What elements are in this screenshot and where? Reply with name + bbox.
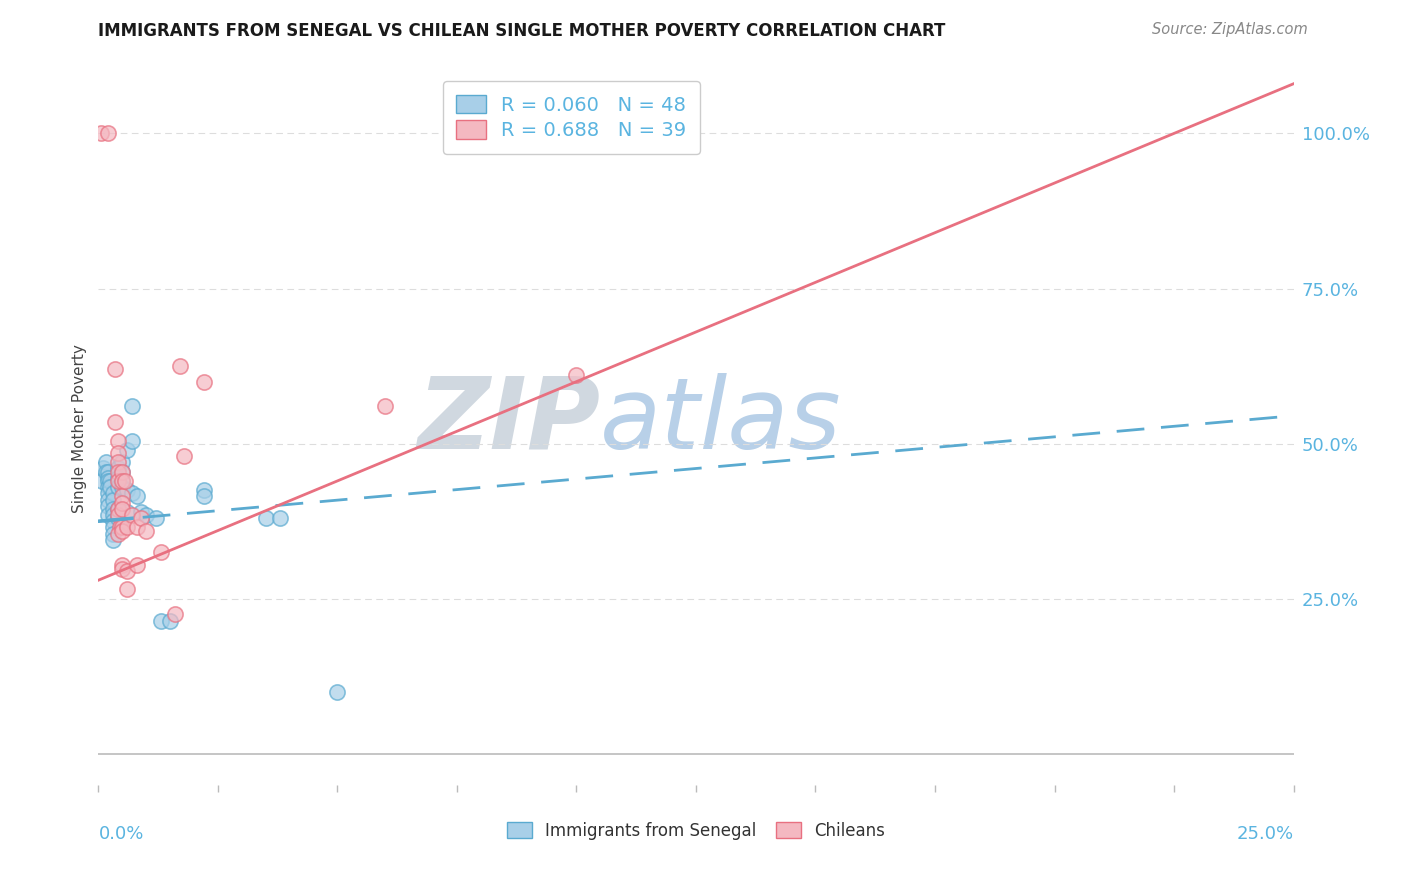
Point (97, 471, 120, 485)
Point (111, 465, 134, 479)
Point (115, 520, 138, 534)
Point (125, 490, 148, 504)
Point (107, 480, 129, 494)
Point (107, 461, 129, 475)
Point (114, 474, 136, 488)
Point (149, 614, 172, 628)
Point (97, 480, 120, 494)
Point (97, 127, 120, 141)
Point (107, 501, 129, 516)
Point (94, 455, 117, 469)
Point (115, 442, 138, 457)
Point (107, 526, 129, 541)
Point (173, 449, 195, 463)
Point (111, 520, 134, 534)
Point (121, 486, 143, 500)
Point (97, 508, 120, 522)
Point (121, 508, 143, 522)
Point (91, 474, 114, 488)
Point (107, 434, 129, 448)
Point (104, 415, 127, 429)
Point (115, 483, 138, 498)
Point (115, 582, 138, 597)
Point (104, 362, 127, 376)
Point (107, 511, 129, 525)
Point (111, 465, 134, 479)
Point (125, 520, 148, 534)
Point (111, 455, 134, 469)
Point (91, 461, 114, 475)
Point (97, 474, 120, 488)
Text: 25.0%: 25.0% (1236, 825, 1294, 843)
Point (107, 465, 129, 479)
Point (131, 505, 153, 519)
Point (115, 505, 138, 519)
Point (101, 492, 124, 507)
Point (193, 375, 215, 389)
Point (97, 499, 120, 513)
Text: atlas: atlas (600, 373, 842, 469)
Text: Source: ZipAtlas.com: Source: ZipAtlas.com (1152, 22, 1308, 37)
Point (145, 511, 167, 525)
Text: ZIP: ZIP (418, 373, 600, 469)
Point (101, 501, 124, 516)
Point (163, 607, 186, 622)
Point (101, 508, 124, 522)
Point (193, 490, 215, 504)
Point (101, 520, 124, 534)
Point (107, 474, 129, 488)
Point (121, 434, 143, 448)
Point (101, 533, 124, 547)
Point (90, 127, 112, 141)
Point (108, 520, 131, 534)
Y-axis label: Single Mother Poverty: Single Mother Poverty (72, 343, 87, 513)
Point (169, 359, 191, 373)
Point (97, 492, 120, 507)
Point (107, 501, 129, 516)
Legend: Immigrants from Senegal, Chileans: Immigrants from Senegal, Chileans (498, 814, 894, 848)
Point (101, 526, 124, 541)
Text: 0.0%: 0.0% (98, 825, 143, 843)
Point (565, 127, 588, 141)
Point (254, 511, 277, 525)
Point (121, 400, 143, 414)
Point (97, 465, 120, 479)
Point (111, 490, 134, 504)
Point (107, 508, 129, 522)
Point (111, 558, 134, 572)
Point (97, 486, 120, 500)
Point (111, 501, 134, 516)
Point (111, 474, 134, 488)
Point (111, 562, 134, 576)
Text: IMMIGRANTS FROM SENEGAL VS CHILEAN SINGLE MOTHER POVERTY CORRELATION CHART: IMMIGRANTS FROM SENEGAL VS CHILEAN SINGL… (98, 22, 946, 40)
Point (159, 614, 181, 628)
Point (115, 564, 138, 578)
Point (149, 545, 172, 559)
Point (98, 480, 122, 494)
Point (125, 558, 148, 572)
Point (135, 524, 157, 538)
Point (107, 471, 129, 485)
Point (193, 483, 215, 498)
Point (94, 465, 117, 479)
Point (565, 368, 588, 383)
Point (98, 474, 122, 488)
Point (374, 400, 396, 414)
Point (326, 685, 349, 699)
Point (107, 446, 129, 460)
Point (111, 524, 134, 538)
Point (101, 486, 124, 500)
Point (269, 511, 291, 525)
Point (111, 474, 134, 488)
Point (107, 455, 129, 469)
Point (111, 480, 134, 494)
Point (101, 514, 124, 528)
Point (111, 495, 134, 509)
Point (131, 511, 153, 525)
Point (135, 508, 157, 522)
